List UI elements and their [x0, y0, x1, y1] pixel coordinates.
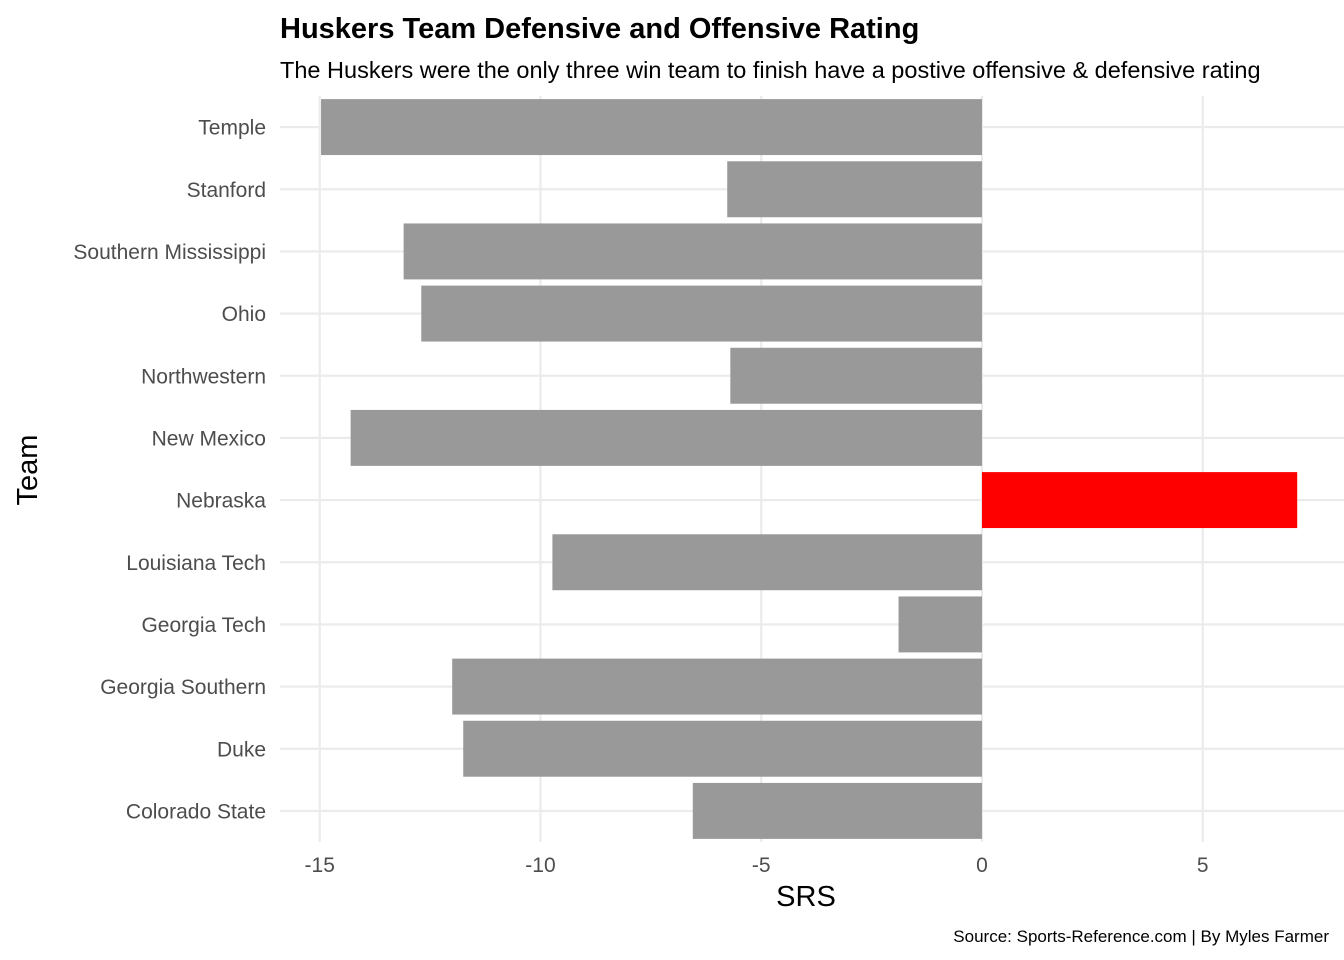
bar-southern-mississippi: [403, 223, 982, 280]
y-tick-label: Temple: [198, 117, 266, 140]
y-tick-label: Georgia Southern: [100, 676, 266, 699]
bar-louisiana-tech: [552, 534, 982, 591]
bar-new-mexico: [350, 409, 982, 466]
bar-nebraska: [981, 472, 1298, 529]
bar-colorado-state: [692, 782, 982, 839]
x-tick-label: -15: [305, 854, 335, 877]
y-tick-label: Nebraska: [176, 490, 266, 513]
y-tick-label: Duke: [217, 738, 266, 761]
y-tick-label: Colorado State: [126, 800, 266, 823]
chart-title: Huskers Team Defensive and Offensive Rat…: [280, 13, 919, 45]
y-tick-label: Northwestern: [141, 365, 266, 388]
bar-northwestern: [730, 347, 982, 404]
bar-temple: [321, 99, 982, 156]
y-tick-label: Ohio: [222, 303, 266, 326]
y-tick-label: Stanford: [187, 179, 266, 202]
chart-subtitle: The Huskers were the only three win team…: [280, 57, 1261, 83]
x-axis-title: SRS: [776, 881, 836, 913]
y-tick-label: New Mexico: [152, 427, 266, 450]
chart-caption: Source: Sports-Reference.com | By Myles …: [953, 927, 1329, 946]
bar-georgia-southern: [452, 658, 982, 715]
x-tick-label: 0: [976, 854, 988, 877]
bar-stanford: [727, 161, 982, 218]
x-tick-label: 5: [1197, 854, 1209, 877]
bar-georgia-tech: [898, 596, 982, 653]
y-tick-labels: Temple Stanford Southern Mississippi Ohio No…: [73, 117, 266, 824]
bars: [321, 99, 1298, 839]
bar-duke: [463, 720, 982, 777]
x-tick-label: -10: [525, 854, 555, 877]
y-axis-title: Team: [12, 435, 44, 506]
x-tick-labels: -15 -10 -5 0 5: [305, 854, 1209, 877]
y-tick-label: Louisiana Tech: [126, 552, 266, 575]
bar-ohio: [421, 285, 982, 342]
x-tick-label: -5: [752, 854, 771, 877]
y-tick-label: Georgia Tech: [141, 614, 266, 637]
y-tick-label: Southern Mississippi: [73, 241, 266, 264]
